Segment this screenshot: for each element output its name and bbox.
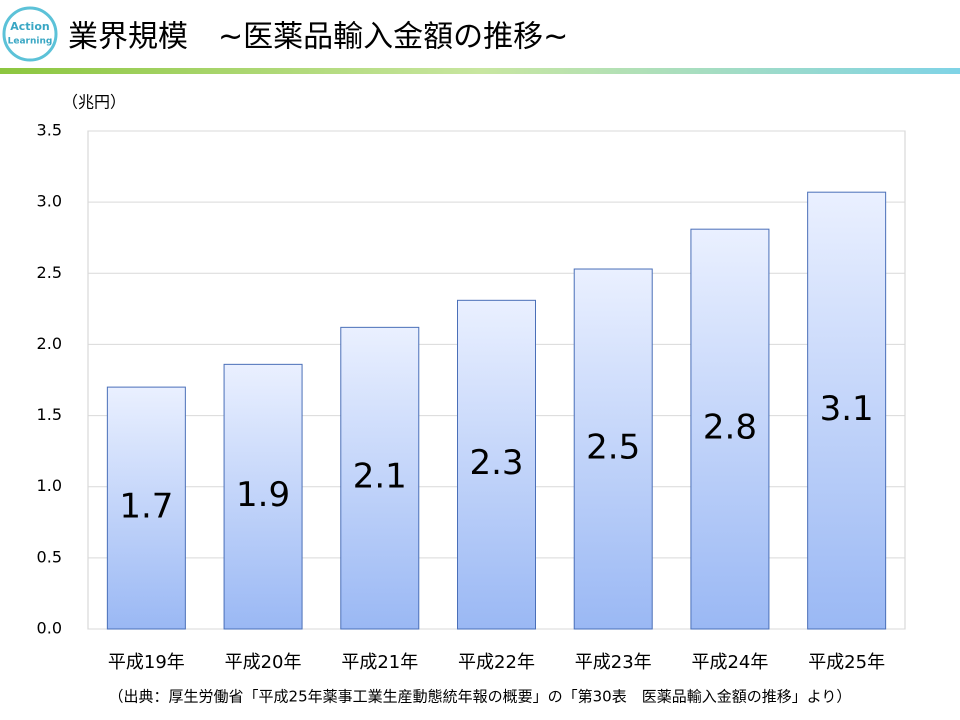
y-tick-label: 0.5 (37, 547, 62, 566)
data-label: 2.5 (586, 428, 640, 468)
data-label: 1.7 (119, 487, 173, 527)
y-axis-label: （兆円） (62, 93, 126, 112)
y-tick-label: 0.0 (37, 619, 62, 638)
y-tick-label: 1.5 (37, 405, 62, 424)
logo-text: Action (10, 20, 49, 33)
y-tick-label: 1.0 (37, 476, 62, 495)
bar (807, 191, 887, 630)
x-tick-label: 平成21年 (341, 652, 418, 673)
data-label: 2.1 (353, 457, 407, 497)
bar (457, 299, 536, 630)
bar (106, 386, 186, 630)
bar (690, 228, 770, 630)
data-label: 2.8 (703, 408, 757, 448)
x-tick-label: 平成22年 (458, 652, 535, 673)
bar (223, 363, 303, 630)
data-label: 1.9 (236, 475, 290, 515)
title: 業界規模 ~医薬品輸入金額の推移~ (68, 20, 568, 55)
x-tick-label: 平成20年 (225, 652, 302, 673)
y-tick-label: 2.0 (37, 334, 62, 353)
x-tick-label: 平成23年 (575, 652, 652, 673)
y-tick-label: 2.5 (37, 263, 62, 282)
header-rule (0, 68, 960, 74)
data-label: 3.1 (820, 389, 874, 429)
x-tick-label: 平成19年 (108, 652, 185, 673)
x-tick-label: 平成25年 (808, 652, 885, 673)
logo-text: Learning (8, 37, 53, 47)
bar (573, 268, 653, 630)
y-tick-label: 3.5 (37, 121, 62, 140)
y-tick-label: 3.0 (37, 192, 62, 211)
x-tick-label: 平成24年 (691, 652, 768, 673)
bar (340, 326, 420, 630)
source-note: （出典：厚生労働省「平成25年薬事工業生産動態統年報の概要」の「第30表 医薬品… (109, 688, 852, 706)
logo-circle (2, 6, 58, 62)
data-label: 2.3 (469, 443, 523, 483)
